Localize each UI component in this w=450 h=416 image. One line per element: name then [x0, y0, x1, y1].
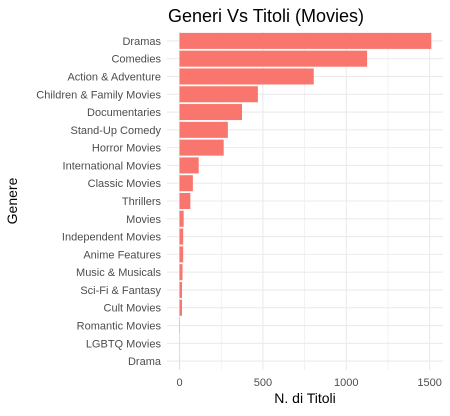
- y-tick-label: Action & Adventure: [67, 71, 161, 83]
- bar: [179, 121, 228, 138]
- x-tick-label: 1000: [334, 377, 358, 389]
- x-tick-label: 0: [176, 377, 182, 389]
- y-tick-label: Children & Family Movies: [36, 89, 161, 101]
- bar: [179, 175, 193, 192]
- y-tick-label: Comedies: [111, 54, 161, 66]
- y-tick-label: Documentaries: [87, 107, 161, 119]
- y-tick-label: Cult Movies: [104, 303, 162, 315]
- y-axis-title: Genere: [4, 177, 20, 224]
- chart-title: Generi Vs Titoli (Movies): [168, 6, 364, 26]
- bar: [179, 68, 314, 85]
- y-tick-labels: Dramas Comedies Action & Adventure Children…: [36, 36, 162, 368]
- bar: [179, 210, 184, 227]
- bars: [179, 32, 432, 370]
- y-tick-label: Dramas: [122, 36, 161, 48]
- bar: [179, 192, 191, 210]
- bar: [179, 139, 224, 156]
- y-tick-label: Independent Movies: [62, 232, 162, 244]
- y-tick-label: Anime Features: [83, 249, 161, 261]
- bar: [179, 246, 184, 263]
- bar: [179, 228, 184, 245]
- y-tick-label: Classic Movies: [88, 178, 162, 190]
- y-tick-label: Music & Musicals: [76, 267, 161, 279]
- x-tick-label: 1500: [417, 377, 441, 389]
- bar: [179, 104, 243, 121]
- x-tick-labels: 0 500 1000 1500: [176, 377, 441, 389]
- bar: [179, 281, 183, 298]
- y-tick-label: LGBTQ Movies: [86, 338, 162, 350]
- y-tick-label: Romantic Movies: [77, 321, 162, 333]
- y-tick-label: International Movies: [63, 160, 162, 172]
- y-tick-label: Movies: [126, 214, 161, 226]
- y-tick-label: Drama: [128, 356, 162, 368]
- x-axis-title: N. di Titoli: [274, 390, 335, 406]
- y-tick-label: Horror Movies: [92, 143, 162, 155]
- bar: [179, 50, 368, 67]
- bar: [179, 264, 183, 281]
- x-tick-label: 500: [254, 377, 272, 389]
- y-tick-label: Sci-Fi & Fantasy: [80, 285, 161, 297]
- bar: [179, 86, 258, 103]
- bar: [179, 157, 199, 174]
- y-tick-label: Thrillers: [122, 196, 162, 208]
- bar: [179, 299, 183, 316]
- bar: [179, 32, 432, 49]
- y-tick-label: Stand-Up Comedy: [71, 125, 162, 137]
